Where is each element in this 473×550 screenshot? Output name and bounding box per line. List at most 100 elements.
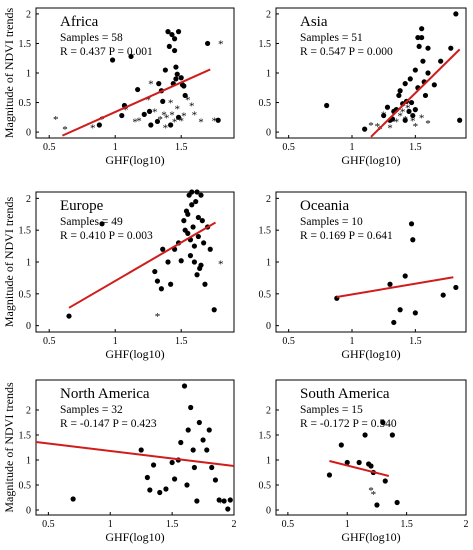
data-point [397, 88, 403, 94]
data-point [141, 111, 147, 117]
star-point: * [425, 118, 431, 130]
star-point: * [189, 101, 195, 113]
samples-text: Samples = 58 [60, 32, 123, 44]
y-tick-label: 2 [26, 194, 31, 205]
data-point [394, 499, 400, 506]
y-tick-label: 1.5 [259, 39, 272, 50]
data-point [206, 427, 212, 433]
y-tick-label: 0 [266, 128, 271, 139]
data-point [194, 272, 200, 278]
data-point [221, 498, 227, 504]
data-point [173, 64, 179, 70]
x-axis-label: GHF(log10) [105, 153, 164, 167]
data-point [157, 489, 163, 496]
star-point: * [164, 112, 170, 124]
panel-title: Oceania [300, 198, 349, 214]
data-point [172, 36, 178, 42]
star-point: * [185, 95, 191, 107]
data-point [190, 447, 196, 453]
data-point [410, 112, 416, 119]
data-point [420, 58, 426, 64]
data-point [181, 383, 188, 389]
star-point: * [132, 116, 138, 128]
samples-text: Samples = 15 [300, 404, 363, 416]
data-point [174, 71, 180, 77]
y-tick-label: 1.5 [19, 226, 32, 237]
data-point [168, 281, 174, 287]
panel-asia: 0.5 1 1.5 0 0.5 1 1.5 2 GHF(log10) Asia Samples = … [259, 7, 467, 167]
y-tick-label: 1.5 [19, 39, 32, 50]
data-point [227, 497, 233, 503]
samples-text: Samples = 49 [60, 216, 123, 228]
y-tick-label: 0 [266, 321, 271, 332]
stats-text: R = 0.169 P = 0.641 [300, 230, 393, 242]
data-point [384, 104, 391, 110]
data-point [154, 278, 161, 284]
data-point [172, 47, 178, 54]
trend-line [68, 221, 217, 309]
trend-line [61, 68, 211, 137]
data-point [453, 284, 459, 291]
y-tick-label: 0.5 [19, 481, 32, 492]
x-axis-label: GHF(log10) [341, 530, 400, 544]
data-point [156, 81, 162, 87]
data-point [169, 459, 175, 466]
x-tick-label: 1.5 [175, 142, 188, 153]
axes-frame [275, 379, 467, 516]
star-point: * [371, 489, 377, 501]
data-point [165, 259, 171, 265]
data-point [402, 273, 408, 279]
star-point: * [419, 112, 425, 124]
star-point: * [172, 116, 178, 128]
y-tick-label: 1 [266, 456, 271, 467]
data-point [211, 307, 217, 313]
panel-africa: 0.5 1 1.5 0 0.5 1 1.5 2 GHF(log10) Magnitude of N… [2, 7, 235, 167]
panel-europe: 0.5 1 1.5 0 0.5 1 1.5 2 GHF(log10) Magnitude of N… [2, 189, 235, 361]
x-tick-label: 1.5 [409, 142, 422, 153]
data-point [182, 92, 188, 99]
data-point [389, 432, 395, 438]
data-point [410, 237, 416, 243]
x-tick-label: 1.5 [400, 519, 413, 530]
panel-south-america: 0.5 1 1.5 2 0 0.5 1 1.5 2 GHF(log10) South America… [259, 379, 469, 544]
star-point: * [211, 115, 217, 127]
data-point [146, 108, 153, 115]
x-axis-label: GHF(log10) [341, 347, 400, 361]
y-tick-label: 0 [26, 128, 31, 139]
y-tick-label: 2 [26, 9, 31, 20]
data-point [135, 86, 141, 93]
x-tick-label: 2 [232, 519, 237, 530]
data-point [187, 253, 194, 259]
star-point: * [168, 98, 174, 110]
trend-line [35, 441, 235, 467]
x-tick-label: 0.5 [43, 142, 56, 153]
data-point [189, 202, 195, 208]
data-point [453, 11, 459, 17]
samples-text: Samples = 10 [300, 216, 363, 228]
y-tick-label: 0 [26, 506, 31, 517]
data-point [185, 211, 191, 217]
data-point [109, 57, 116, 63]
data-point [185, 427, 191, 433]
panel-title: South America [300, 386, 390, 402]
data-point [169, 31, 175, 38]
data-point [440, 292, 446, 298]
data-point [368, 463, 374, 469]
data-point [150, 462, 157, 468]
data-point [324, 102, 330, 109]
data-point [198, 192, 204, 198]
data-point [408, 99, 415, 106]
star-point: * [90, 122, 96, 134]
x-tick-label: 1 [345, 519, 350, 530]
y-tick-label: 2 [266, 9, 271, 20]
x-tick-label: 1.5 [166, 519, 179, 530]
data-point [99, 221, 105, 227]
data-point [172, 476, 178, 482]
x-tick-label: 1.5 [175, 336, 188, 347]
star-point: * [62, 124, 68, 136]
data-point [422, 92, 429, 99]
star-point: * [198, 116, 204, 128]
x-tick-label: 1 [113, 142, 118, 153]
data-point [448, 45, 454, 51]
